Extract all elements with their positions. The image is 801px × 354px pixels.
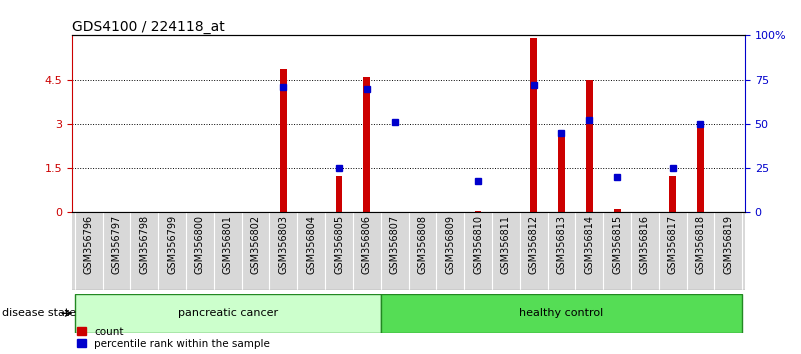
Text: GSM356800: GSM356800 (195, 215, 205, 274)
Text: GSM356809: GSM356809 (445, 215, 455, 274)
Text: GSM356808: GSM356808 (417, 215, 428, 274)
Text: GSM356801: GSM356801 (223, 215, 233, 274)
Text: pancreatic cancer: pancreatic cancer (178, 308, 278, 318)
Text: disease state: disease state (2, 308, 76, 318)
Bar (697, 125, 704, 212)
Text: GSM356807: GSM356807 (389, 215, 400, 274)
Text: healthy control: healthy control (519, 308, 603, 318)
Text: GSM356811: GSM356811 (501, 215, 511, 274)
Text: GSM356806: GSM356806 (362, 215, 372, 274)
Bar (558, 131, 565, 212)
Text: GSM356817: GSM356817 (668, 215, 678, 274)
Text: GSM356815: GSM356815 (612, 215, 622, 274)
Text: GSM356802: GSM356802 (251, 215, 260, 274)
Text: GSM356816: GSM356816 (640, 215, 650, 274)
Text: GSM356804: GSM356804 (306, 215, 316, 274)
Text: GSM356810: GSM356810 (473, 215, 483, 274)
Text: GSM356818: GSM356818 (695, 215, 706, 274)
Text: GSM356799: GSM356799 (167, 215, 177, 274)
Text: GDS4100 / 224118_at: GDS4100 / 224118_at (72, 21, 225, 34)
Bar (336, 176, 343, 212)
Text: GSM356819: GSM356819 (723, 215, 733, 274)
Bar (614, 209, 621, 212)
Bar (530, 38, 537, 212)
Bar (586, 80, 593, 212)
Bar (474, 211, 481, 212)
Bar (364, 77, 370, 212)
Text: GSM356797: GSM356797 (111, 215, 122, 274)
Bar (74, 294, 380, 333)
Bar (669, 176, 676, 212)
Text: GSM356796: GSM356796 (84, 215, 94, 274)
Text: GSM356814: GSM356814 (584, 215, 594, 274)
Text: GSM356805: GSM356805 (334, 215, 344, 274)
Bar (280, 69, 287, 212)
Text: GSM356813: GSM356813 (557, 215, 566, 274)
Text: GSM356812: GSM356812 (529, 215, 538, 274)
Text: GSM356803: GSM356803 (279, 215, 288, 274)
Legend: count, percentile rank within the sample: count, percentile rank within the sample (78, 327, 270, 349)
Bar (380, 294, 743, 333)
Text: GSM356798: GSM356798 (139, 215, 149, 274)
